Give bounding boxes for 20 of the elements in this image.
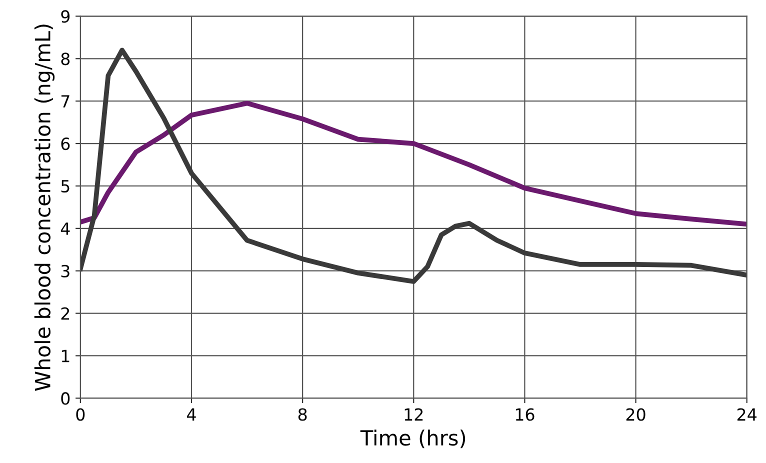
x-tick-label: 8 xyxy=(298,408,307,421)
y-tick-label: 3 xyxy=(61,264,70,278)
y-tick-label: 8 xyxy=(61,52,70,66)
x-tick-label: 24 xyxy=(737,408,757,421)
y-tick-label: 9 xyxy=(61,10,70,23)
y-tick-label: 6 xyxy=(61,137,70,150)
x-tick-label: 20 xyxy=(626,408,646,421)
y-tick-label: 7 xyxy=(61,95,70,108)
x-tick-label: 4 xyxy=(187,408,196,421)
y-axis-title: Whole blood concentration (ng/mL) xyxy=(34,24,55,391)
y-tick-label: 1 xyxy=(62,350,70,362)
x-tick-label: 12 xyxy=(404,408,423,421)
line-series xyxy=(80,100,747,227)
x-tick-label: 16 xyxy=(516,408,534,421)
x-axis-title: Time (hrs) xyxy=(360,430,466,448)
y-tick-label: 2 xyxy=(61,307,70,320)
y-tick-label: 0 xyxy=(61,392,70,405)
y-tick-label: 4 xyxy=(60,222,70,235)
x-tick-label: 0 xyxy=(76,408,85,421)
y-tick-label: 5 xyxy=(61,180,70,193)
